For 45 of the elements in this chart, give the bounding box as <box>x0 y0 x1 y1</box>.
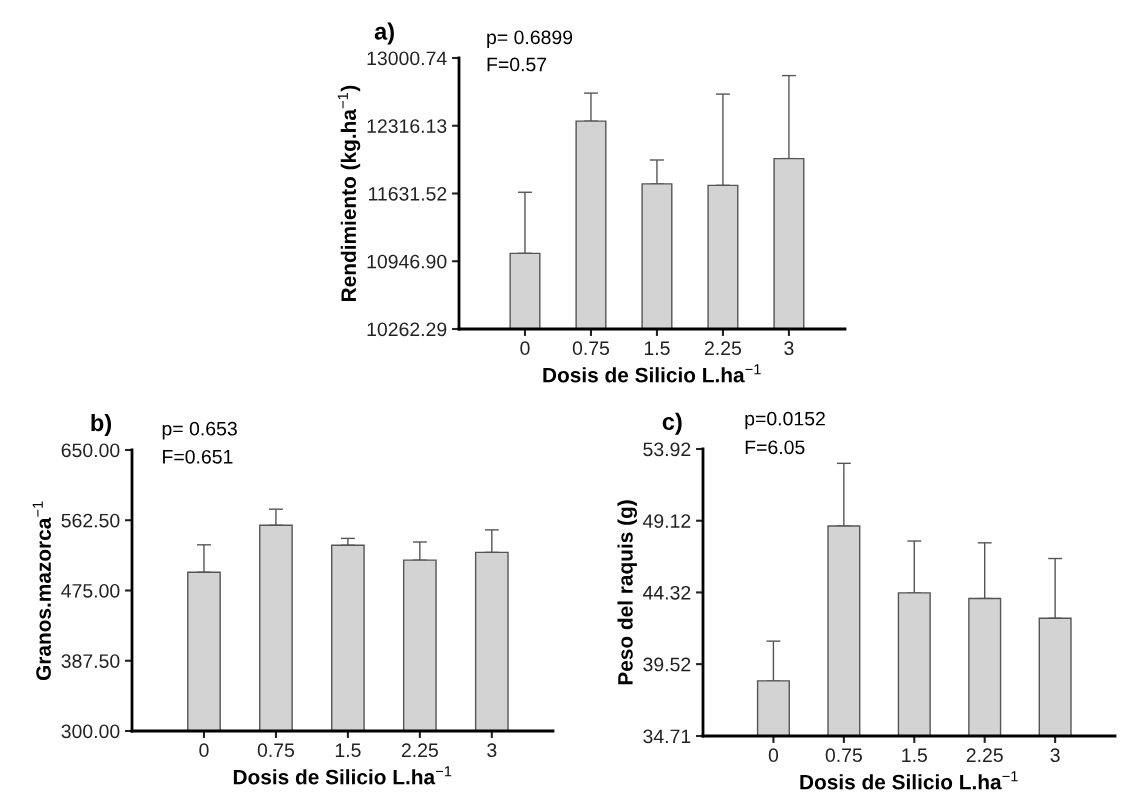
chart-title: a) <box>374 22 394 45</box>
y-axis-title: Granos.mazorca$^{−1}$ <box>32 501 51 681</box>
y-tick-label: 39.52 <box>643 657 691 672</box>
x-tick-label: 2.25 <box>704 341 742 356</box>
x-tick-label: 0 <box>768 748 779 763</box>
annotation: F=0.651 <box>163 449 233 464</box>
text: p= 0.653 <box>162 421 237 440</box>
y-tick-label: 475.00 <box>61 583 120 598</box>
annotation: F=6.05 <box>745 440 805 455</box>
y-tick-label: 562.50 <box>61 513 120 528</box>
x-tick-label: 0 <box>520 341 530 356</box>
x-tick-label: 0 <box>199 743 209 758</box>
x-tick-label: 3 <box>784 341 794 356</box>
x-tick-label: 3 <box>1050 748 1060 763</box>
x-tick-label: 1.5 <box>902 748 927 763</box>
y-tick-label: 13000.74 <box>367 51 447 66</box>
y-tick-label: 49.12 <box>642 514 691 528</box>
x-tick-label: 2.25 <box>966 748 1003 763</box>
y-tick-label: 34.71 <box>643 729 691 744</box>
annotation: F=0.57 <box>487 57 547 72</box>
y-tick-label: 387.50 <box>61 654 120 668</box>
x-tick-label: 1.5 <box>644 341 670 356</box>
y-tick-label: 53.92 <box>643 442 691 457</box>
y-tick-label: 11631.52 <box>369 186 447 201</box>
y-tick-label: 10262.29 <box>367 322 447 337</box>
x-tick-label: 2.25 <box>401 743 438 758</box>
y-tick-label: 44.32 <box>642 585 691 600</box>
y-tick-label: 650.00 <box>61 443 120 458</box>
x-axis-title: Dosis de Silicio L.ha$^{−1}$ <box>543 364 761 383</box>
y-axis-title: Rendimiento (kg.ha$^{−1}$) <box>337 85 361 301</box>
y-tick-label: 12316.13 <box>367 119 447 133</box>
text: p=0.0152 <box>745 411 825 430</box>
y-tick-label: 10946.90 <box>367 254 447 269</box>
x-axis-title: Dosis de Silicio L.ha$^{−1}$ <box>233 766 452 785</box>
y-axis-title: Peso del raquis (g) <box>617 500 637 685</box>
text: p= 0.6899 <box>487 30 573 49</box>
x-tick-label: 0.75 <box>572 341 610 356</box>
x-axis-title: Dosis de Silicio L.ha$^{−1}$ <box>800 771 1018 790</box>
x-tick-label: 3 <box>487 743 497 758</box>
x-tick-label: 0.75 <box>257 743 295 758</box>
y-tick-label: 300.00 <box>61 724 120 739</box>
chart-title: b) <box>91 413 112 436</box>
x-tick-label: 1.5 <box>335 743 361 758</box>
chart-title: c) <box>662 412 682 435</box>
x-tick-label: 0.75 <box>825 748 862 763</box>
